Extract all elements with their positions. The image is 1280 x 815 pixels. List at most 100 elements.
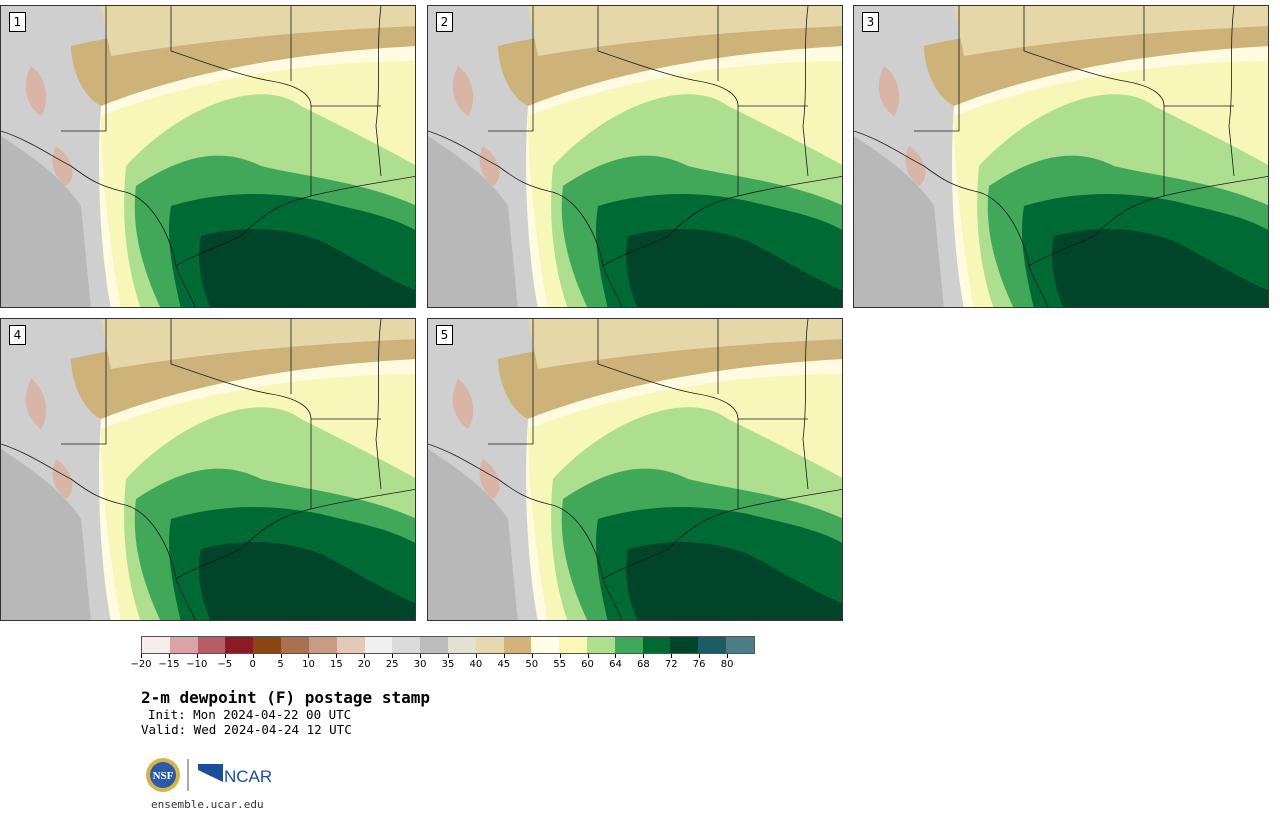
dewpoint-region [1,449,91,620]
dewpoint-region [528,6,842,56]
colorbar-swatch [336,637,365,653]
colorbar-tick [727,654,729,658]
dewpoint-region [199,229,415,307]
dewpoint-region [452,379,474,429]
colorbar-tick [475,654,477,658]
state-border [602,175,842,267]
dewpoint-map [428,319,842,620]
dewpoint-region [479,459,500,499]
colorbar-tick [168,654,170,658]
state-border [488,6,534,132]
dewpoint-region [528,319,842,369]
colorbar-tick [141,654,142,658]
colorbar-tick-label: 15 [329,659,343,670]
dewpoint-region [479,146,500,186]
logos: NSF NCAR [145,756,285,794]
state-border [1023,6,1165,196]
member-label: 3 [862,12,879,32]
state-border [1,443,196,620]
dewpoint-region [25,66,47,116]
dewpoint-region [199,542,415,620]
member-panel-5: 5 [427,318,843,621]
state-border [61,6,107,132]
colorbar-tick-label: 30 [413,659,427,670]
init-time: Init: Mon 2024-04-22 00 UTC [148,707,352,722]
dewpoint-map [428,6,842,307]
member-panel-3: 3 [853,5,1269,308]
colorbar-tick-label: 0 [249,659,256,670]
colorbar-tick-label: 72 [664,659,678,670]
colorbar-swatch [587,637,615,653]
state-border [175,175,415,267]
colorbar-tick [503,654,505,658]
colorbar-tick [280,654,282,658]
colorbar-swatch [392,637,421,653]
colorbar-ticks: −20 −15 −10 −5 0 5 10 15 20 25 30 35 40 45 50 55 60 64 68 7… [130,654,755,674]
colorbar-tick [615,654,617,658]
colorbar-tick-label: −20 [130,659,152,670]
colorbar-swatch [169,637,198,653]
colorbar-tick [224,654,226,658]
colorbar-tick-label: 76 [692,659,706,670]
colorbar-swatch [225,637,254,653]
dewpoint-region [954,6,1268,56]
colorbar-tick [392,654,394,658]
state-border [597,319,739,509]
valid-time: Valid: Wed 2024-04-24 12 UTC [141,722,352,737]
member-label: 1 [9,12,26,32]
colorbar-tick-label: 5 [277,659,284,670]
state-border [428,130,623,307]
colorbar-tick-label: 68 [636,659,650,670]
state-border [170,6,312,196]
colorbar-swatch [531,637,560,653]
state-border [170,319,312,509]
colorbar-tick [643,654,645,658]
dewpoint-region [25,379,47,429]
dewpoint-region [878,66,900,116]
colorbar-swatch [253,637,282,653]
colorbar-tick [531,654,533,658]
dewpoint-region [1052,229,1268,307]
state-border [1,130,196,307]
colorbar-swatch [308,637,337,653]
state-border [1028,175,1268,267]
colorbar-swatch [142,637,170,653]
colorbar-tick-label: −5 [217,659,233,670]
colorbar-swatch [698,637,727,653]
colorbar-tick [671,654,673,658]
dewpoint-region [428,136,518,307]
colorbar-swatch [420,637,448,653]
member-label: 5 [436,325,453,345]
colorbar-tick-label: 60 [581,659,594,670]
colorbar-tick-label: 35 [441,659,455,670]
colorbar-tick [559,654,561,658]
member-panel-2: 2 [427,5,843,308]
state-border [854,130,1049,307]
colorbar-tick-label: −10 [186,659,208,670]
colorbar-tick-label: 55 [553,659,566,670]
website-url: ensemble.ucar.edu [151,798,264,811]
colorbar-tick [364,654,366,658]
dewpoint-region [452,66,474,116]
colorbar-swatch [670,637,699,653]
dewpoint-map [854,6,1268,307]
colorbar-tick [699,654,701,658]
colorbar-tick-label: 10 [302,659,315,670]
colorbar-swatch [559,637,587,653]
colorbar-tick [587,654,589,658]
colorbar-swatch [281,637,309,653]
state-border [597,6,739,196]
dewpoint-map [1,319,415,620]
state-border [61,319,107,445]
dewpoint-region [626,229,842,307]
colorbar-tick [196,654,198,658]
colorbar-tick-label: 80 [720,659,734,670]
dewpoint-region [1,136,91,307]
state-border [802,319,809,490]
plot-title: 2-m dewpoint (F) postage stamp [141,688,430,707]
colorbar-swatch [642,637,671,653]
colorbar-tick [308,654,310,658]
colorbar-swatch [726,637,754,653]
colorbar-tick-label: 20 [357,659,371,670]
state-border [802,6,809,177]
